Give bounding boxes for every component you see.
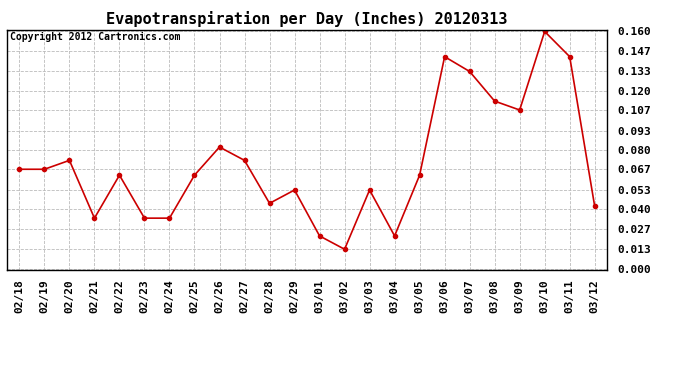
Title: Evapotranspiration per Day (Inches) 20120313: Evapotranspiration per Day (Inches) 2012… <box>106 12 508 27</box>
Text: Copyright 2012 Cartronics.com: Copyright 2012 Cartronics.com <box>10 32 180 42</box>
